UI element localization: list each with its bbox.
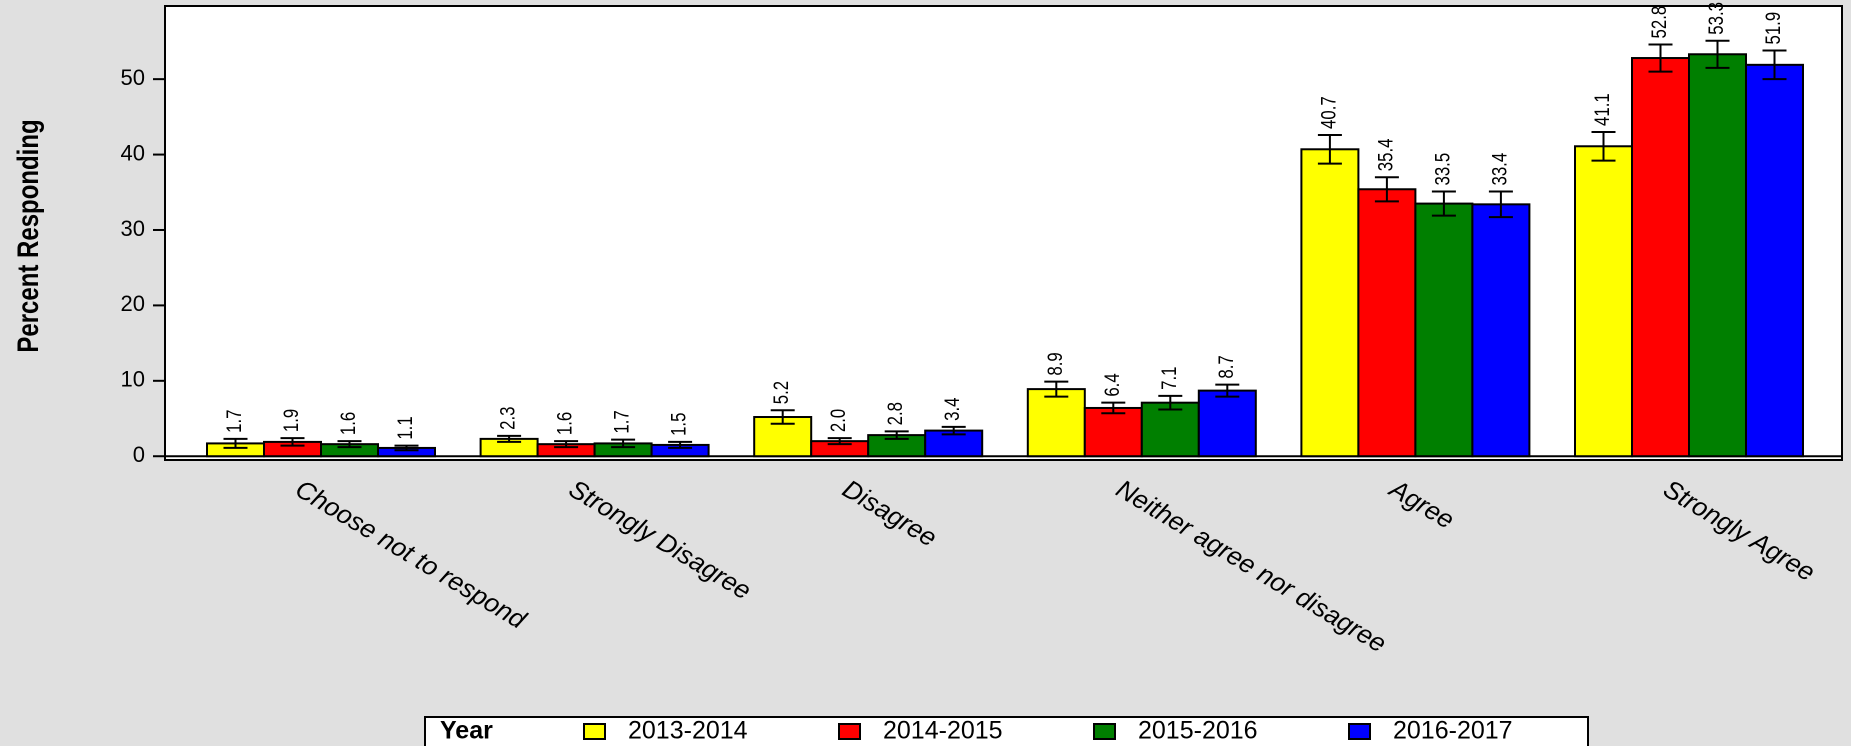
bar bbox=[1357, 188, 1417, 458]
plot-frame bbox=[164, 5, 1843, 461]
data-label: 3.4 bbox=[942, 397, 965, 421]
y-tick-label: 20 bbox=[121, 291, 145, 316]
y-tick-label: 0 bbox=[133, 442, 145, 467]
data-label: 5.2 bbox=[771, 381, 794, 404]
bar bbox=[1140, 401, 1200, 458]
bar bbox=[1745, 63, 1804, 458]
data-label: 1.5 bbox=[668, 413, 691, 436]
data-label: 33.4 bbox=[1489, 152, 1512, 185]
data-label: 1.9 bbox=[280, 409, 303, 432]
data-label: 52.8 bbox=[1648, 6, 1671, 39]
data-label: 8.9 bbox=[1044, 352, 1067, 375]
data-label: 1.6 bbox=[554, 412, 577, 435]
bar bbox=[1300, 148, 1360, 458]
y-tick-label: 40 bbox=[121, 140, 145, 165]
legend-label: 2016-2017 bbox=[1393, 717, 1513, 745]
bar bbox=[1083, 406, 1143, 458]
data-label: 6.4 bbox=[1101, 373, 1124, 397]
data-label: 35.4 bbox=[1375, 138, 1398, 171]
bar bbox=[1574, 145, 1633, 458]
data-label: 1.6 bbox=[337, 412, 360, 435]
data-label: 7.1 bbox=[1158, 367, 1181, 390]
data-label: 2.8 bbox=[885, 402, 908, 425]
legend-title: Year bbox=[440, 717, 493, 745]
bar bbox=[1631, 57, 1690, 458]
data-label: 1.7 bbox=[223, 410, 246, 433]
y-axis-label: Percent Responding bbox=[10, 119, 44, 352]
data-label: 8.7 bbox=[1215, 355, 1238, 378]
legend-swatch bbox=[1093, 723, 1116, 740]
bar bbox=[1471, 203, 1531, 458]
legend-label: 2015-2016 bbox=[1138, 717, 1258, 745]
y-tick-label: 30 bbox=[121, 216, 145, 241]
data-label: 41.1 bbox=[1591, 93, 1614, 126]
y-tick-label: 10 bbox=[121, 367, 145, 392]
bar bbox=[1688, 53, 1747, 458]
data-label: 1.1 bbox=[394, 416, 417, 439]
data-label: 2.0 bbox=[828, 409, 851, 432]
y-tick-label: 50 bbox=[121, 65, 145, 90]
data-label: 33.5 bbox=[1432, 153, 1455, 186]
plot-area bbox=[165, 6, 1842, 460]
legend-label: 2014-2015 bbox=[883, 717, 1003, 745]
legend-swatch bbox=[838, 723, 861, 740]
bar bbox=[1197, 389, 1257, 458]
legend-swatch bbox=[583, 723, 606, 740]
data-label: 53.3 bbox=[1705, 2, 1728, 35]
data-label: 1.7 bbox=[611, 410, 634, 433]
legend-swatch bbox=[1348, 723, 1371, 740]
data-label: 40.7 bbox=[1318, 96, 1341, 129]
legend-box bbox=[424, 716, 1589, 746]
bar bbox=[1414, 202, 1474, 458]
data-label: 2.3 bbox=[497, 407, 520, 430]
data-label: 51.9 bbox=[1762, 12, 1785, 45]
legend-label: 2013-2014 bbox=[628, 717, 748, 745]
bar bbox=[1026, 388, 1086, 458]
